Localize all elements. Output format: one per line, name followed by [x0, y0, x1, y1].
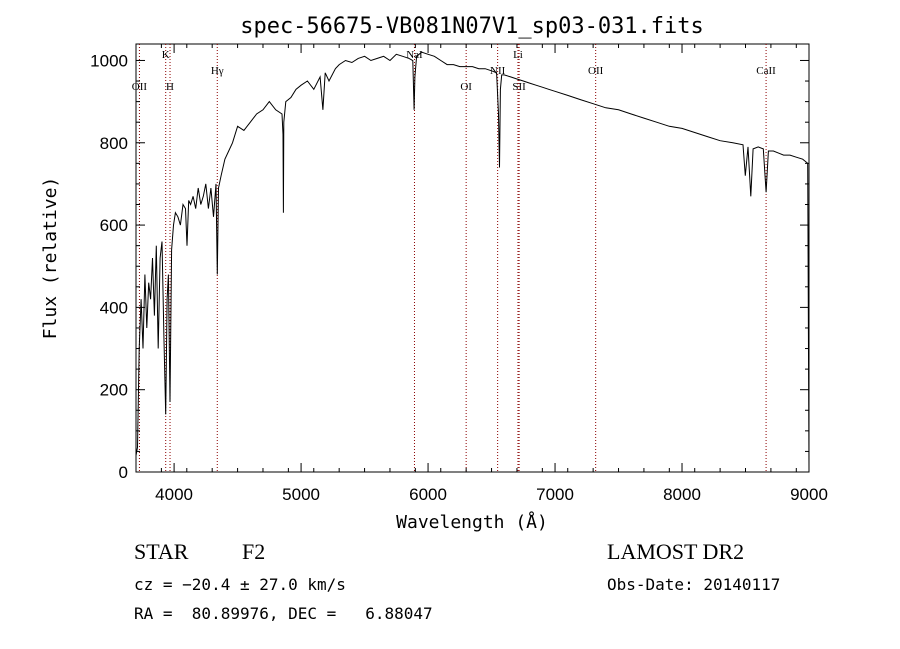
y-axis-label: Flux (relative) — [40, 177, 61, 340]
x-axis-label: Wavelength (Å) — [396, 511, 548, 533]
spectrum-line — [135, 51, 810, 473]
y-axis: 0 200 400 600 800 1000 — [90, 51, 809, 482]
x-tick-label: 8000 — [663, 485, 701, 504]
x-tick-label: 7000 — [536, 485, 574, 504]
line-marker-label: Li — [513, 49, 523, 61]
y-tick-label: 400 — [100, 298, 128, 317]
y-tick-label: 0 — [119, 463, 128, 482]
redshift-value: cz = −20.4 ± 27.0 km/s — [134, 575, 346, 594]
line-marker-label: OII — [588, 65, 604, 77]
line-marker-label: H — [166, 81, 174, 93]
y-tick-label: 1000 — [90, 51, 128, 70]
x-tick-label: 6000 — [409, 485, 447, 504]
line-marker-label: K — [162, 49, 170, 61]
survey-label: LAMOST DR2 — [607, 539, 745, 564]
line-marker-label: NII — [490, 65, 506, 77]
line-marker-label: NaI — [406, 49, 423, 61]
x-tick-label: 9000 — [790, 485, 828, 504]
line-marker-label: Hγ — [211, 65, 224, 77]
y-tick-label: 600 — [100, 216, 128, 235]
x-tick-label: 5000 — [282, 485, 320, 504]
x-tick-label: 4000 — [155, 485, 193, 504]
line-marker-label: OI — [460, 81, 472, 93]
object-class: STAR — [134, 539, 189, 564]
line-marker-label: SII — [512, 81, 526, 93]
line-marker-label: OII — [132, 81, 148, 93]
obs-date: Obs-Date: 20140117 — [607, 575, 781, 594]
coordinates: RA = 80.89976, DEC = 6.88047 — [134, 604, 433, 623]
y-tick-label: 200 — [100, 381, 128, 400]
subclass: F2 — [242, 539, 266, 564]
x-axis: 4000 5000 6000 7000 8000 9000 — [135, 44, 828, 504]
line-marker-label: CaII — [756, 65, 776, 77]
plot-frame — [135, 43, 810, 473]
chart-title: spec-56675-VB081N07V1_sp03-031.fits — [240, 14, 704, 39]
line-markers: OII K H Hγ NaI OI NII Li SII OII CaII — [132, 44, 776, 472]
y-tick-label: 800 — [100, 134, 128, 153]
